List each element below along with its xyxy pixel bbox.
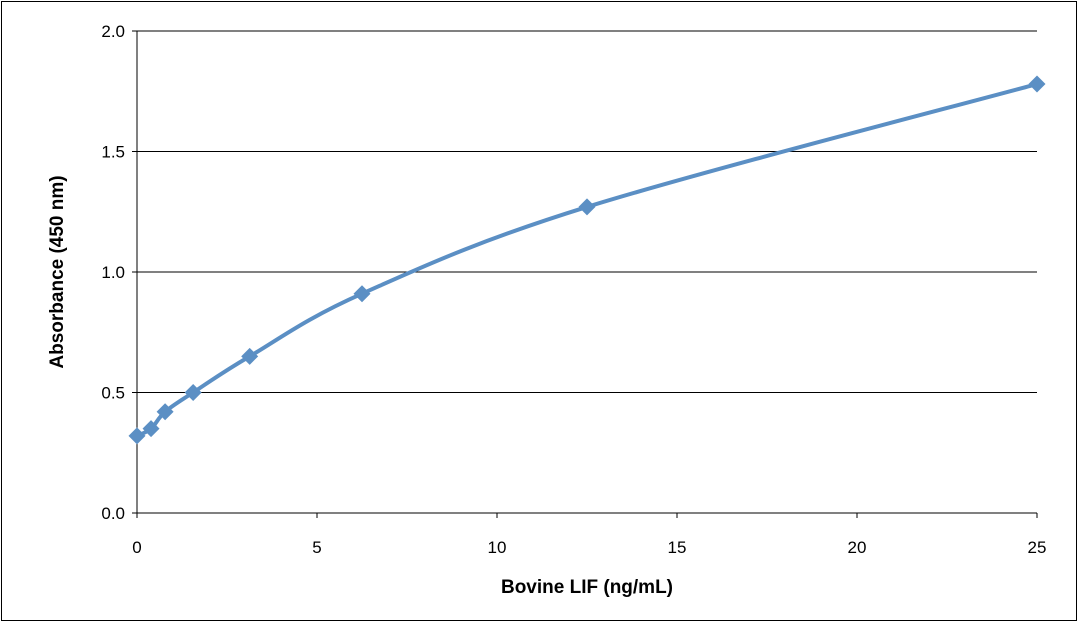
x-tick-labels: 0 5 10 15 20 25 <box>132 538 1046 557</box>
y-tick-label: 1.5 <box>101 143 125 162</box>
y-axis-title: Absorbance (450 nm) <box>47 175 68 368</box>
axes <box>132 30 1038 518</box>
y-tick-label: 0.0 <box>101 504 125 523</box>
data-point-marker <box>128 427 146 445</box>
gridlines <box>137 30 1037 393</box>
x-axis-title: Bovine LIF (ng/mL) <box>501 577 673 598</box>
data-point-marker <box>142 420 160 438</box>
x-tick-label: 20 <box>848 538 867 557</box>
y-tick-label: 2.0 <box>101 22 125 41</box>
x-tick-label: 10 <box>488 538 507 557</box>
data-point-marker <box>353 285 371 303</box>
x-tick-label: 0 <box>132 538 141 557</box>
x-tick-label: 25 <box>1028 538 1047 557</box>
x-tick-label: 15 <box>668 538 687 557</box>
data-point-marker <box>184 384 202 401</box>
data-point-marker <box>578 198 596 216</box>
y-tick-labels: 0.0 0.5 1.0 1.5 2.0 <box>101 22 125 523</box>
y-tick-label: 0.5 <box>101 384 125 403</box>
series-line <box>135 82 1039 438</box>
x-tick-label: 5 <box>312 538 321 557</box>
data-point-marker <box>156 403 174 421</box>
y-tick-label: 1.0 <box>101 263 125 282</box>
series-group <box>128 75 1046 445</box>
data-point-marker <box>1028 75 1046 93</box>
data-point-marker <box>241 347 259 365</box>
